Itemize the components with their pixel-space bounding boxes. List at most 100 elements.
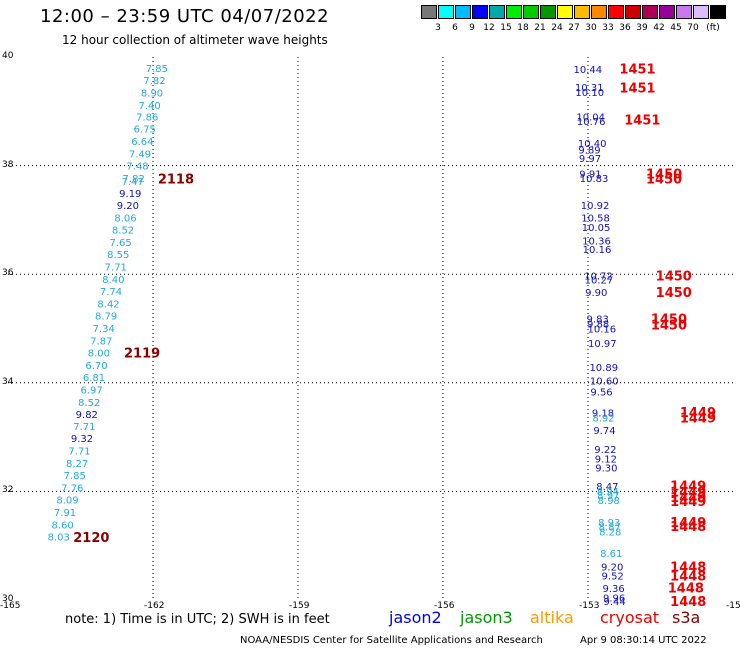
legend-label: 45 <box>670 23 682 33</box>
swh-value-label: 8.06 <box>114 214 136 225</box>
legend-label: 30 <box>585 23 597 33</box>
swh-value-label: 6.81 <box>83 373 105 384</box>
swh-value-label: 9.83 <box>587 315 609 326</box>
time-label: 1448 <box>668 582 704 597</box>
swh-value-label: 8.00 <box>88 348 110 359</box>
swh-value-label: 10.05 <box>582 223 611 234</box>
swh-value-label: 10.04 <box>576 113 605 124</box>
swh-value-label: 10.27 <box>585 276 614 287</box>
swh-value-label: 9.90 <box>585 288 607 299</box>
swh-value-label: 7.47 <box>122 177 144 188</box>
time-labels: 2118211921201451145114511450145014501450… <box>73 62 716 610</box>
legend-swatch <box>710 5 726 19</box>
swh-value-label: 9.20 <box>601 562 623 573</box>
swh-value-label: 7.85 <box>146 64 168 75</box>
swh-value-label: 8.93 <box>598 518 620 529</box>
time-label: 1449 <box>680 412 716 427</box>
footnote: note: 1) Time is in UTC; 2) SWH is in fe… <box>65 612 330 627</box>
swh-value-label: 7.87 <box>90 336 112 347</box>
time-label: 1450 <box>656 269 692 284</box>
swh-value-label: 8.09 <box>56 496 78 507</box>
swh-value-label: 8.40 <box>102 275 124 286</box>
swh-value-label: 9.82 <box>76 410 98 421</box>
y-tick-label: 36 <box>2 268 14 279</box>
swh-value-label: 7.71 <box>68 447 90 458</box>
swh-value-label: 8.55 <box>107 250 129 261</box>
swh-value-label: 7.82 <box>123 174 145 185</box>
swh-value-label: 8.27 <box>66 459 88 470</box>
swh-value-label: 8.47 <box>596 482 618 493</box>
time-label: 1451 <box>624 113 660 128</box>
x-tick-label: -156 <box>434 601 455 611</box>
swh-value-label: 8.61 <box>600 549 622 560</box>
swh-value-label: 7.34 <box>93 324 115 335</box>
credit-text: NOAA/NESDIS Center for Satellite Applica… <box>240 635 543 646</box>
time-label: 1449 <box>670 485 706 500</box>
legend-swatch <box>489 5 505 19</box>
swh-value-label: 8.98 <box>598 496 620 507</box>
satellite-name: jason2 <box>389 608 442 627</box>
time-label: 2118 <box>158 173 194 188</box>
data-points: 7.857.828.907.407.866.756.647.497.487.82… <box>48 64 626 608</box>
swh-value-label: 6.70 <box>85 361 107 372</box>
swh-value-label: 10.89 <box>589 363 618 374</box>
swh-value-label: 8.94 <box>597 487 619 498</box>
time-label: 2119 <box>124 346 160 361</box>
swh-value-label: 10.16 <box>588 325 617 336</box>
legend-label: 15 <box>500 23 512 33</box>
legend-label: 36 <box>619 23 631 33</box>
satellite-name: cryosat <box>600 608 660 627</box>
swh-value-label: 10.60 <box>590 377 619 388</box>
swh-value-label: 10.92 <box>581 201 610 212</box>
swh-value-label: 9.19 <box>119 189 141 200</box>
satellite-name: s3a <box>672 608 701 627</box>
legend-swatch <box>540 5 556 19</box>
legend-label: 3 <box>435 23 441 33</box>
legend-swatch <box>591 5 607 19</box>
legend-swatch <box>642 5 658 19</box>
legend-label: 33 <box>602 23 614 33</box>
legend-swatch <box>625 5 641 19</box>
legend-label: 39 <box>636 23 648 33</box>
swh-value-label: 10.40 <box>578 139 607 150</box>
legend-label: (ft) <box>706 23 720 33</box>
swh-value-label: 9.36 <box>603 584 625 595</box>
time-label: 1451 <box>619 62 655 77</box>
legend-label: 18 <box>517 23 529 33</box>
time-label: 1449 <box>670 495 706 510</box>
time-label: 1450 <box>646 168 682 183</box>
swh-value-label: 9.96 <box>603 593 625 604</box>
swh-value-label: 8.03 <box>48 532 70 543</box>
legend-swatch <box>557 5 573 19</box>
y-tick-label: 30 <box>2 594 14 604</box>
timestamp-text: Apr 9 08:30:14 UTC 2022 <box>580 635 707 646</box>
swh-value-label: 7.71 <box>105 263 127 274</box>
chart-title: 12:00 – 23:59 UTC 04/07/2022 <box>40 6 330 27</box>
swh-value-label: 8.28 <box>599 528 621 539</box>
swh-value-label: 7.65 <box>110 238 132 249</box>
swh-value-label: 7.49 <box>129 150 151 161</box>
swh-value-label: 7.91 <box>54 508 76 519</box>
legend-swatch <box>574 5 590 19</box>
swh-value-label: 9.22 <box>594 445 616 456</box>
swh-value-label: 10.16 <box>583 245 612 256</box>
x-tick-label: -162 <box>144 601 165 611</box>
legend-swatch <box>608 5 624 19</box>
swh-value-label: 9.12 <box>595 454 617 465</box>
time-label: 1449 <box>680 406 716 421</box>
swh-value-label: 10.36 <box>582 237 611 248</box>
legend-label: 6 <box>452 23 458 33</box>
time-label: 1448 <box>670 520 706 535</box>
swh-value-label: 9.32 <box>71 434 93 445</box>
swh-value-label: 10.72 <box>584 271 613 282</box>
time-label: 1451 <box>619 81 655 96</box>
grid-lines <box>8 57 733 600</box>
swh-value-label: 9.52 <box>602 572 624 583</box>
swh-value-label: 6.64 <box>131 137 153 148</box>
swh-value-label: 7.85 <box>64 471 86 482</box>
swh-value-label: 9.44 <box>603 597 625 608</box>
swh-value-label: 7.82 <box>143 76 165 87</box>
y-tick-label: 38 <box>2 159 14 170</box>
swh-value-label: 10.58 <box>581 214 610 225</box>
